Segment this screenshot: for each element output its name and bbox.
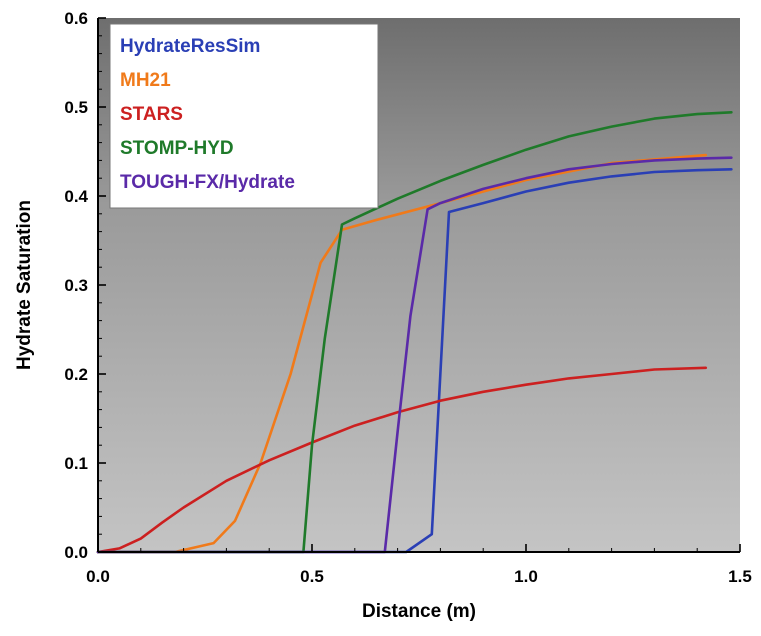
legend: HydrateResSim MH21 STARS STOMP-HYD TOUGH-FX/… [109,23,379,209]
y-tick-label: 0.4 [64,187,88,206]
axes-layer: 0.0 0.1 0.2 0.3 0.4 0.5 0.6 0.0 0.5 1.0 1.5 [64,9,751,586]
series-line-mh21 [96,153,708,554]
series-layer [96,111,733,554]
y-tick-label: 0.3 [64,276,88,295]
y-tick-label: 0.1 [64,454,88,473]
y-tick-label: 0.6 [64,9,88,28]
y-axis-title: Hydrate Saturation [14,200,35,370]
legend-entry: HydrateResSim [120,36,260,57]
legend-entry: STOMP-HYD [120,138,234,159]
x-axis-title: Distance (m) [362,601,476,622]
series-line-hydrateressim [96,168,733,554]
y-tick-label: 0.0 [64,543,88,562]
legend-entry: MH21 [120,70,171,91]
y-tick-label: 0.5 [64,98,88,117]
series-line-tough-fx-hydrate [96,156,733,554]
legend-entry: TOUGH-FX/Hydrate [120,172,295,193]
x-tick-label: 0.0 [86,567,110,586]
series-line-stars [96,366,708,554]
series-line-stomp-hyd [96,111,733,554]
y-tick-label: 0.2 [64,365,88,384]
x-tick-label: 1.0 [514,567,538,586]
legend-box [109,23,379,209]
x-tick-label: 1.5 [728,567,752,586]
x-tick-label: 0.5 [300,567,324,586]
legend-entry: STARS [120,104,183,125]
